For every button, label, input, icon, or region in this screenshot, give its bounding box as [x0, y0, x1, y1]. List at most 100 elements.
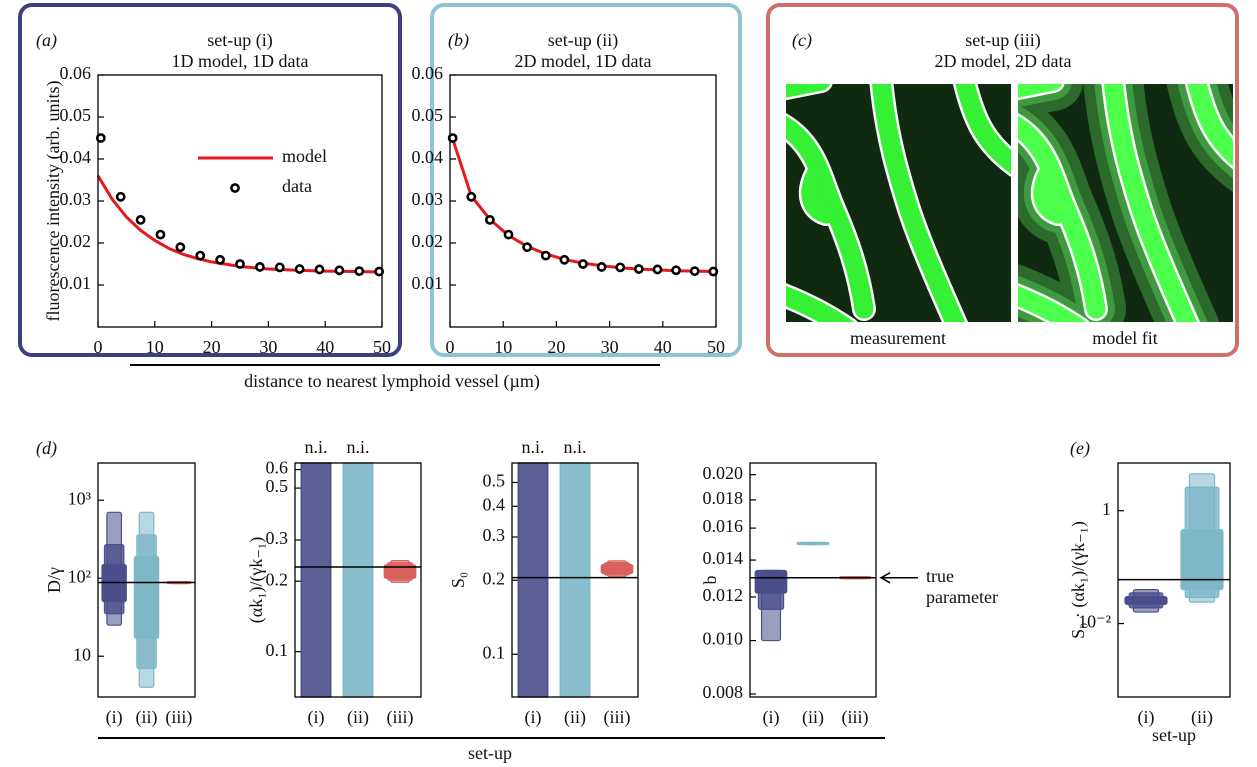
y-tick-label: 0.1: [483, 642, 506, 662]
data-point: [177, 244, 184, 251]
x-tick-label: 30: [259, 337, 277, 357]
x-tick-label: 40: [316, 337, 334, 357]
y-tick-label: 0.01: [60, 273, 92, 293]
y-tick-label: 0.018: [703, 488, 744, 508]
y-tick-label: 0.01: [412, 273, 444, 293]
data-point: [635, 265, 642, 272]
interval-bar: [1181, 530, 1223, 590]
data-point: [579, 260, 586, 267]
panel-subtitle: 2D model, 2D data: [935, 51, 1072, 71]
figure: (c) set-up (iii) 2D model, 2D data measu…: [0, 0, 1257, 767]
x-axis-label: set-up: [468, 743, 512, 763]
x-axis-label: set-up: [1152, 725, 1196, 745]
model-fit-image: [1013, 79, 1248, 329]
x-tick-label: 0: [446, 337, 455, 357]
y-tick-label: 0.02: [412, 231, 444, 251]
x-tick-label: 50: [707, 337, 725, 357]
not-identifiable-bar: [518, 463, 547, 697]
data-point: [256, 263, 263, 270]
y-tick-label: 0.05: [412, 105, 444, 125]
x-tick-label: (ii): [136, 707, 158, 728]
panel-label: (d): [36, 438, 57, 459]
x-tick-label: (i): [106, 707, 123, 728]
panel-label: (c): [792, 30, 812, 51]
panel-title: set-up (ii): [548, 30, 618, 51]
not-identifiable-bar: [560, 463, 589, 697]
interval-bar: [134, 556, 158, 638]
not-identifiable-bar: [301, 463, 330, 697]
annotation-arrow: [881, 573, 918, 583]
y-tick-label: 10: [73, 644, 91, 664]
data-point: [617, 264, 624, 271]
x-tick-label: (ii): [347, 707, 369, 728]
data-point: [276, 264, 283, 271]
data-point: [117, 193, 124, 200]
y-tick-label: 0.02: [60, 231, 92, 251]
y-tick-label: 10³: [68, 488, 92, 508]
legend-swatch: [231, 184, 238, 191]
image-caption: model fit: [1092, 328, 1158, 348]
x-tick-label: (iii): [387, 707, 414, 728]
x-axis-label: distance to nearest lymphoid vessel (µm): [244, 371, 540, 392]
x-tick-label: (ii): [564, 707, 586, 728]
x-tick-label: (i): [1138, 707, 1155, 728]
y-tick-label: 0.04: [60, 147, 92, 167]
data-point: [654, 266, 661, 273]
y-tick-label: 0.03: [60, 189, 92, 209]
data-point: [486, 216, 493, 223]
plot-frame: [98, 75, 382, 327]
y-tick-label: 0.1: [266, 640, 289, 660]
y-tick-label: 0.5: [483, 471, 506, 491]
y-tick-label: 0.012: [703, 585, 744, 605]
data-point: [691, 268, 698, 275]
y-tick-label: 0.05: [60, 105, 92, 125]
y-tick-label: 0.010: [703, 629, 744, 649]
data-point: [468, 193, 475, 200]
y-tick-label: 0.014: [703, 548, 744, 568]
y-tick-label: 0.06: [60, 63, 92, 83]
x-tick-label: (ii): [1191, 707, 1213, 728]
panel-title: set-up (iii): [965, 30, 1040, 51]
x-tick-label: 30: [601, 337, 619, 357]
x-tick-label: 20: [547, 337, 565, 357]
panel-label: (a): [36, 30, 57, 51]
interval-bar: [1125, 597, 1167, 605]
y-tick-label: 0.03: [412, 189, 444, 209]
y-tick-label: 10²: [68, 566, 91, 586]
model-line: [453, 139, 714, 272]
y-tick-label: 0.5: [266, 476, 289, 496]
category-note: n.i.: [521, 437, 544, 457]
not-identifiable-bar: [343, 463, 372, 697]
data-point: [561, 256, 568, 263]
category-note: n.i.: [563, 437, 586, 457]
image-caption: measurement: [850, 328, 946, 348]
legend-label: data: [282, 176, 312, 196]
y-tick-label: 0.04: [412, 147, 444, 167]
x-tick-label: (ii): [802, 707, 824, 728]
data-point: [356, 268, 363, 275]
x-tick-label: 50: [373, 337, 391, 357]
x-tick-label: (iii): [842, 707, 869, 728]
y-axis-label: b: [700, 576, 720, 585]
data-point: [505, 231, 512, 238]
interval-bar: [601, 564, 633, 573]
panel-title: set-up (i): [207, 30, 272, 51]
x-tick-label: (i): [525, 707, 542, 728]
data-point: [217, 256, 224, 263]
panel-subtitle: 2D model, 1D data: [515, 51, 652, 71]
data-point: [197, 252, 204, 259]
x-tick-label: (iii): [604, 707, 631, 728]
y-tick-label: 0.016: [703, 516, 744, 536]
annotation: parameter: [926, 587, 998, 607]
y-tick-label: 0.020: [703, 463, 744, 483]
interval-bar: [755, 571, 787, 593]
y-axis-label: S₀: [448, 572, 468, 588]
annotation: true: [926, 566, 954, 586]
y-tick-label: 0.008: [703, 682, 744, 702]
data-point: [157, 231, 164, 238]
y-tick-label: 0.3: [483, 525, 506, 545]
data-point: [673, 267, 680, 274]
x-tick-label: 10: [146, 337, 164, 357]
plot-frame: [450, 75, 716, 327]
data-point: [542, 252, 549, 259]
